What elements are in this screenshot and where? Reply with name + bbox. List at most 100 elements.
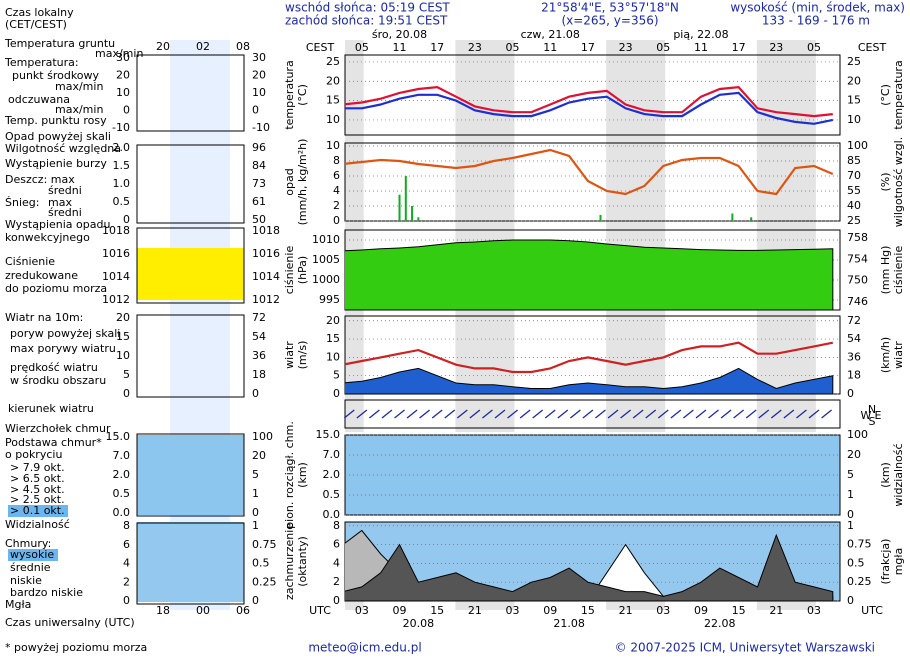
legend-text: Czas lokalny <box>5 6 74 19</box>
side-tick: 0.0 <box>113 506 131 519</box>
y-axis-title: wiatr <box>283 341 296 369</box>
y2-tick-label: 36 <box>847 350 861 363</box>
time-label: 11 <box>694 41 708 54</box>
y2-tick-label: 72 <box>847 314 861 327</box>
time-unit: UTC <box>309 604 331 617</box>
y-tick-label: 15 <box>326 332 340 345</box>
side-tick: 0 <box>123 387 130 400</box>
y-tick-label: 0 <box>333 594 340 607</box>
wind-arrow <box>670 409 682 419</box>
y-tick-label: 15.0 <box>316 428 341 441</box>
y-tick-label: 2 <box>333 575 340 588</box>
side-tick: 1014 <box>252 270 280 283</box>
wind-arrow <box>569 409 581 419</box>
y-tick-label: 10 <box>326 113 340 126</box>
date-label: czw, 21.08 <box>521 28 580 41</box>
y2-axis-title: (frakcja) <box>879 539 892 585</box>
side-tick: 2.0 <box>113 468 131 481</box>
night-band <box>345 600 364 610</box>
wind-arrow <box>343 409 355 419</box>
legend-text: Opad powyżej skali <box>5 130 111 143</box>
precip-bar <box>750 217 753 221</box>
y2-axis-title: mgła <box>892 548 905 576</box>
wind-arrow <box>494 409 506 419</box>
legend-text: Podstawa chmur* <box>5 436 102 449</box>
y-tick-label: 0 <box>333 387 340 400</box>
legend-text: zredukowane <box>5 269 78 282</box>
area <box>345 239 834 311</box>
legend-text: w środku obszaru <box>10 374 106 387</box>
y-axis-title: (km) <box>296 462 309 488</box>
side-tick: 1018 <box>252 224 280 237</box>
time-label: 21 <box>619 604 633 617</box>
y2-tick-label: 55 <box>847 184 861 197</box>
y-tick-label: 6 <box>333 169 340 182</box>
y2-tick-label: 750 <box>847 274 868 287</box>
legend-text: odczuwana <box>8 93 70 106</box>
side-time: 06 <box>236 604 250 617</box>
time-label: 05 <box>807 41 821 54</box>
wind-arrow <box>632 409 644 419</box>
side-tick: 0.25 <box>252 575 277 588</box>
y-tick-label: 0.5 <box>323 488 341 501</box>
legend-text: wysokie <box>10 548 54 561</box>
y2-tick-label: 100 <box>847 428 868 441</box>
side-tick: 8 <box>123 519 130 532</box>
legend-text: Śnieg: <box>5 196 39 209</box>
side-tick: 96 <box>252 141 266 154</box>
side-tick: 1.5 <box>113 159 131 172</box>
legend-text: Czas uniwersalny (UTC) <box>5 616 135 629</box>
y2-tick-label: 20 <box>847 448 861 461</box>
y-tick-label: 25 <box>326 55 340 68</box>
y2-axis-title: (°C) <box>879 84 892 106</box>
y-axis-title: ciśnienie <box>283 246 296 295</box>
wind-arrow <box>532 409 544 419</box>
side-tick: 10 <box>116 349 130 362</box>
time-unit: CEST <box>858 41 887 54</box>
legend-text: Wierzchołek chmur <box>5 422 111 435</box>
time-label: 05 <box>506 41 520 54</box>
wind-arrow <box>821 409 832 419</box>
time-label: 11 <box>393 41 407 54</box>
y-axis-title: pion. rozciągł. chm. <box>283 421 296 529</box>
compass-letter: W <box>861 409 872 422</box>
side-tick: 0 <box>123 104 130 117</box>
y-tick-label: 995 <box>319 293 340 306</box>
side-tick: 72 <box>252 311 266 324</box>
legend-text: Widzialność <box>5 518 70 531</box>
side-tick: 15.0 <box>106 430 131 443</box>
compass-letter: S <box>869 415 876 428</box>
wind-arrow <box>431 409 443 419</box>
y-tick-label: 4 <box>333 184 340 197</box>
wind-arrow <box>682 409 694 419</box>
time-label: 23 <box>619 41 633 54</box>
y2-tick-label: 54 <box>847 332 861 345</box>
wind-arrow <box>507 409 518 419</box>
y2-tick-label: 0 <box>847 594 854 607</box>
y-tick-label: 4 <box>333 556 340 569</box>
side-tick: 20 <box>116 69 130 82</box>
side-tick: 18 <box>252 368 266 381</box>
side-tick: 50 <box>252 213 266 226</box>
side-tick: 1 <box>252 487 259 500</box>
side-tick: 20 <box>116 311 130 324</box>
legend-text: Mgła <box>5 598 31 611</box>
legend-text: prędkość wiatru <box>10 361 98 374</box>
y2-tick-label: 746 <box>847 295 868 308</box>
wind-arrow <box>482 409 493 419</box>
y-axis-title: zachmurzenie <box>283 523 296 600</box>
side-tick: 20 <box>252 449 266 462</box>
side-tick: 84 <box>252 159 266 172</box>
y2-tick-label: 15 <box>847 94 861 107</box>
legend-text: Wiatr na 10m: <box>5 311 83 324</box>
wind-arrow <box>544 409 556 419</box>
y-axis-title: opad <box>283 168 296 195</box>
line <box>345 148 834 196</box>
side-tick: 20 <box>252 69 266 82</box>
precip-bar <box>411 206 414 221</box>
line <box>345 341 834 374</box>
y-tick-label: 5 <box>333 369 340 382</box>
wind-arrow <box>394 409 405 419</box>
side-time: 02 <box>196 40 210 53</box>
time-label: 17 <box>732 41 746 54</box>
